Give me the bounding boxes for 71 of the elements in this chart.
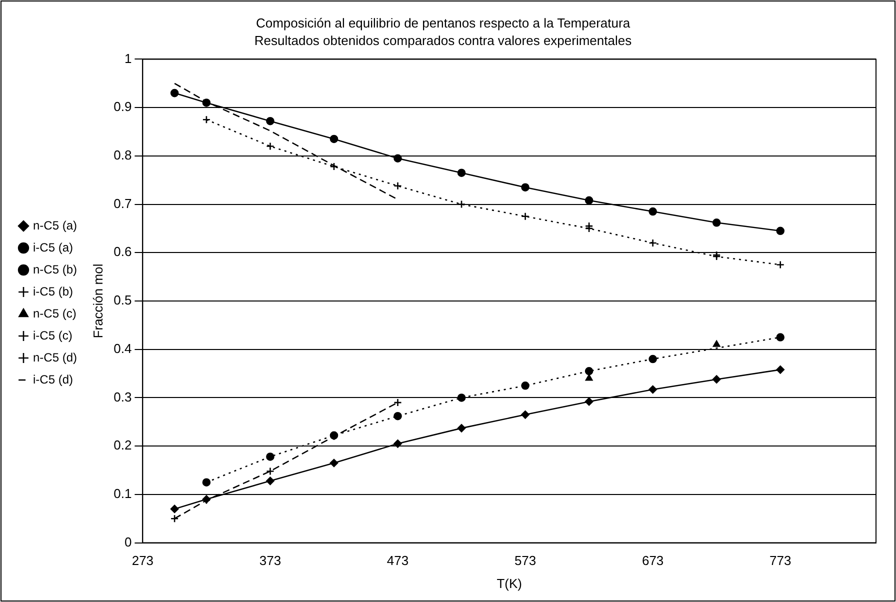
y-axis-title: Fracción mol: [90, 264, 106, 338]
point: [521, 410, 530, 419]
x-tick-label: 673: [642, 553, 664, 568]
y-tick-label: 0.8: [114, 148, 132, 162]
point: [776, 226, 784, 236]
y-tick-label: 0.5: [114, 292, 132, 308]
legend-label: n-C5 (c): [33, 306, 76, 320]
chart-subtitle: Resultados obtenidos comparados contra valores experimentales: [254, 32, 632, 48]
point: [584, 196, 594, 205]
point: [330, 134, 338, 144]
point: [457, 394, 466, 402]
legend-label: n-C5 (b): [33, 262, 78, 276]
point: [202, 98, 211, 107]
legend-label: i-C5 (d): [33, 372, 74, 386]
x-axis-title: T(K): [496, 576, 522, 591]
point: [776, 366, 784, 374]
point: [712, 340, 720, 347]
point: [776, 333, 784, 342]
y-tick-label: 0.9: [114, 99, 132, 114]
point: [170, 88, 179, 98]
legend-label: i-C5 (b): [33, 284, 74, 298]
y-tick-label: 0.1: [114, 486, 132, 502]
y-tick-label: 1: [124, 50, 132, 66]
point: [266, 476, 274, 486]
point: [776, 260, 784, 269]
point: [170, 514, 179, 523]
point: [584, 222, 594, 230]
y-tick-label: 0.4: [114, 340, 132, 356]
y-tick-label: 0.6: [114, 244, 132, 260]
point: [266, 452, 274, 461]
point: [457, 168, 466, 177]
point: [712, 375, 721, 384]
y-tick-label: 0.3: [114, 389, 132, 404]
point: [394, 440, 402, 448]
point: [394, 154, 402, 162]
legend-label: i-C5 (a): [33, 240, 74, 254]
point: [394, 182, 402, 190]
x-tick-label: 473: [386, 553, 409, 568]
y-tick-label: 0: [124, 534, 132, 550]
point: [202, 116, 211, 124]
y-tick-label: 0.2: [114, 438, 132, 453]
point: [330, 458, 338, 468]
x-tick-label: 273: [132, 553, 154, 568]
point: [712, 218, 721, 227]
y-tick-label: 0.7: [114, 196, 132, 211]
point: [457, 424, 466, 432]
point: [648, 207, 657, 216]
point: [648, 385, 657, 394]
point: [521, 381, 530, 390]
chart-title: Composición al equilibrio de pentanos respecto a la Temperatura: [256, 15, 631, 30]
point: [585, 374, 593, 381]
point: [584, 397, 594, 406]
point: [521, 183, 530, 192]
legend-label: n-C5 (d): [33, 350, 78, 364]
point: [521, 212, 530, 221]
point: [330, 162, 338, 171]
x-tick-label: 773: [770, 553, 792, 568]
point: [584, 366, 594, 376]
legend-label: i-C5 (c): [33, 328, 72, 342]
point: [202, 478, 211, 486]
point: [648, 354, 657, 364]
point: [266, 467, 274, 476]
point: [648, 238, 657, 248]
legend-label: n-C5 (a): [33, 218, 78, 232]
point: [170, 504, 179, 514]
x-tick-label: 573: [514, 553, 536, 568]
point: [266, 142, 274, 150]
point: [394, 398, 402, 407]
point: [266, 116, 274, 126]
point: [394, 412, 402, 420]
x-tick-label: 373: [259, 553, 282, 568]
